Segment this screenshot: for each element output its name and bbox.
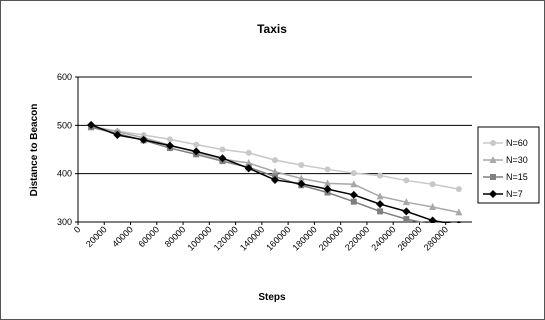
data-point (349, 190, 358, 199)
x-tick-label: 220000 (343, 224, 371, 252)
data-point (192, 147, 201, 156)
legend-label: N=7 (506, 189, 523, 199)
legend-label: N=30 (506, 155, 528, 165)
legend-box (477, 126, 540, 204)
data-point (455, 208, 463, 216)
x-tick-label: 160000 (264, 224, 292, 252)
legend-swatch-marker (489, 156, 497, 163)
x-tick-label: 0 (72, 224, 83, 235)
data-point (87, 120, 96, 129)
x-tick-label: 60000 (136, 224, 161, 249)
legend-swatch-marker (490, 174, 496, 180)
data-point (323, 185, 332, 194)
y-tick-label: 400 (57, 169, 72, 179)
data-point (245, 149, 252, 156)
y-tick-labels: 300 400 500 600 (57, 72, 72, 227)
data-point (297, 174, 305, 182)
data-point (350, 170, 357, 177)
data-point (298, 161, 305, 168)
legend-swatch-marker (490, 140, 496, 146)
x-tick-labels: 0 20000 40000 60000 800001000001200001400001… (72, 224, 450, 252)
data-point (218, 154, 227, 163)
data-point (113, 131, 122, 139)
data-point (403, 177, 410, 184)
x-tick-label: 260000 (396, 224, 424, 252)
x-axis-label: Steps (258, 292, 286, 303)
x-tick-label: 280000 (422, 224, 450, 252)
data-point (271, 167, 279, 175)
x-tick-label: 40000 (110, 224, 135, 249)
data-point (377, 208, 384, 215)
y-tick-label: 500 (57, 120, 72, 130)
data-point (324, 179, 332, 187)
data-point (428, 216, 437, 223)
data-point (403, 216, 410, 223)
chart-title: Taxis (257, 22, 287, 36)
y-axis-label: Distance to Beacon (29, 104, 40, 197)
data-point (456, 220, 461, 223)
data-point (402, 198, 410, 206)
data-point (297, 179, 306, 188)
data-point (376, 192, 384, 200)
legend-label: N=60 (506, 138, 528, 148)
data-point (165, 141, 174, 150)
data-point (272, 157, 278, 164)
y-tick-label: 300 (57, 217, 72, 227)
data-point (139, 135, 148, 144)
data-point (376, 200, 385, 209)
x-tick-label: 180000 (290, 224, 318, 252)
data-point (377, 172, 384, 179)
x-tick-label: 240000 (369, 224, 397, 252)
legend-swatch-marker (489, 190, 497, 198)
gridlines (75, 76, 472, 223)
data-point (245, 159, 253, 167)
data-point (456, 224, 462, 230)
data-point (166, 136, 173, 143)
data-point (455, 186, 462, 193)
data-point (350, 198, 357, 205)
x-tick-label: 200000 (317, 224, 345, 252)
series-n-7 (87, 120, 461, 223)
x-tick-label: 120000 (212, 224, 240, 252)
data-point (271, 175, 279, 184)
y-tick-label: 600 (57, 72, 72, 82)
series-group (87, 120, 463, 230)
data-point (350, 180, 358, 188)
data-point (429, 203, 437, 211)
data-point (219, 146, 226, 153)
data-point (193, 141, 200, 148)
x-tick-label: 80000 (163, 224, 188, 249)
data-point (402, 207, 411, 216)
data-point (244, 164, 253, 173)
legend-label: N=15 (506, 172, 528, 182)
legend: N=60 N=30 N=15 N=7 (477, 126, 540, 204)
data-point (324, 166, 331, 173)
x-tick-label: 20000 (84, 224, 109, 249)
x-tick-label: 100000 (185, 224, 213, 252)
x-tick-label: 140000 (238, 224, 266, 252)
data-point (429, 181, 436, 188)
